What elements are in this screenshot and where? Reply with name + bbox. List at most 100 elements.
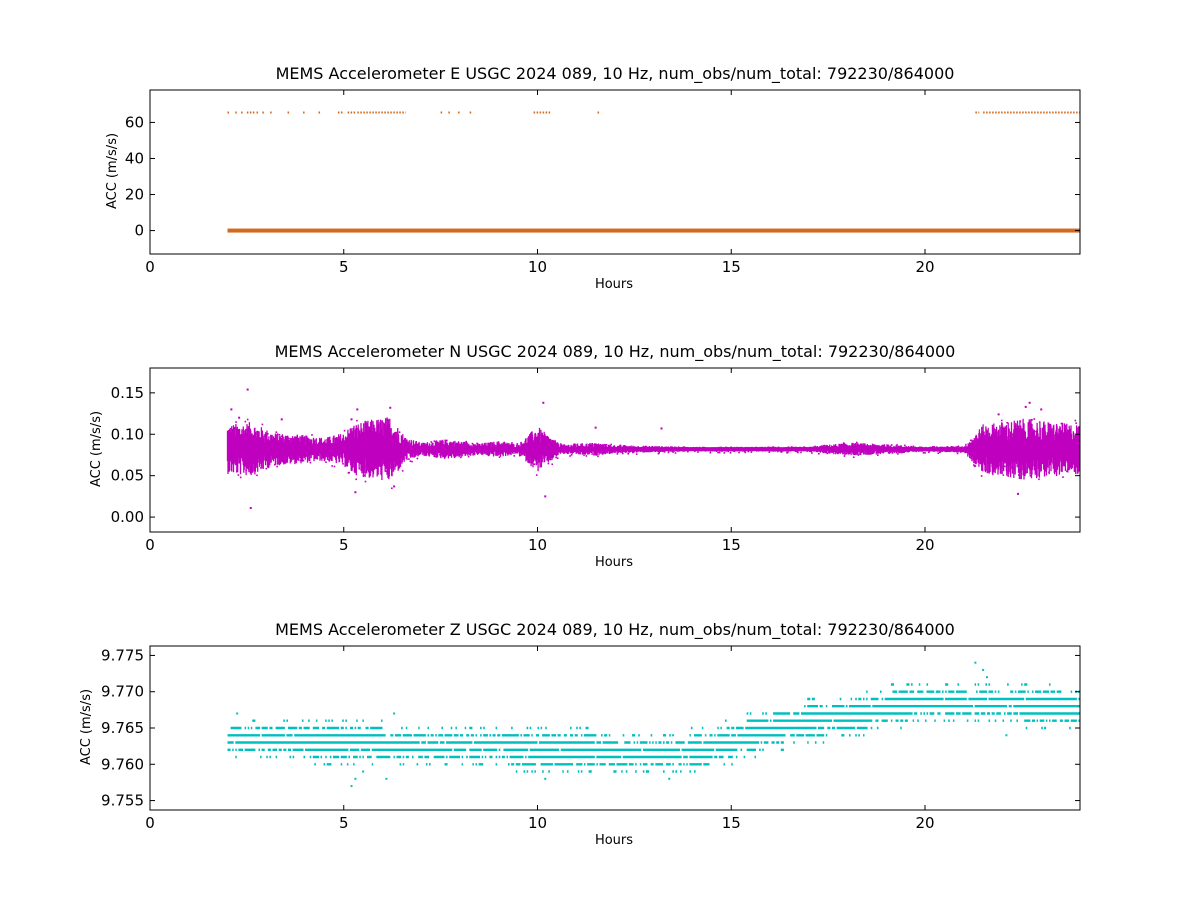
data-point [857,454,860,456]
data-point [425,445,428,447]
data-point [250,461,253,464]
data-point [438,442,440,445]
data-point [772,446,774,448]
data-point [994,430,997,433]
data-point [246,428,248,431]
data-point [245,469,247,472]
x-tick-label: 10 [528,258,547,276]
data-point [557,443,560,446]
data-point [590,447,592,450]
data-point [275,431,278,434]
data-point [744,451,747,454]
data-point [1034,430,1036,433]
data-point [690,449,693,451]
data-point [955,449,957,451]
data-point [727,450,729,453]
data-point [457,441,460,444]
data-point [605,443,608,446]
data-point [709,451,712,454]
data-point [818,452,820,455]
outlier-point [986,676,988,679]
data-point [382,439,385,441]
data-point [470,446,473,448]
data-point [928,447,931,450]
data-point [990,440,992,443]
data-point [549,458,552,461]
data-point [437,449,440,452]
data-point [518,454,521,457]
data-point [1073,464,1076,466]
data-point [810,450,812,453]
data-point [358,467,361,470]
data-point [811,449,814,452]
data-point [1038,421,1041,423]
data-point [533,463,536,465]
spike-point [249,506,252,509]
data-point [322,457,325,459]
data-point [487,454,490,457]
data-point [364,480,367,483]
data-point [928,451,930,453]
data-point [264,446,267,448]
data-point [907,448,909,450]
data-point [298,440,301,443]
x-tick-label: 5 [339,536,349,554]
data-point [497,443,499,445]
data-point [301,438,303,440]
data-point [737,447,740,449]
data-point [566,446,569,448]
x-tick-label: 20 [915,258,934,276]
panel-e-plot-area [227,111,1080,233]
data-point [252,454,254,456]
data-point [635,453,638,455]
data-point [240,452,243,454]
data-point [876,454,879,457]
data-point [316,457,319,460]
data-point [603,450,605,452]
data-point [548,458,550,461]
data-point [707,449,709,452]
data-point [1002,474,1005,476]
data-point [808,450,811,452]
data-point [442,441,444,443]
data-point [629,450,632,452]
data-point [544,442,547,445]
data-point [579,452,581,455]
data-point [1074,419,1077,422]
data-point [837,447,840,450]
data-point [856,441,858,444]
data-point [850,445,853,448]
data-point [823,444,826,447]
data-point [712,447,715,449]
data-point [1022,443,1025,446]
data-point [276,465,278,468]
data-point [246,418,249,421]
data-point [602,452,605,454]
panel-e-xlabel: Hours [595,277,633,292]
data-point [678,446,681,449]
data-point [595,452,598,455]
data-point [335,438,337,441]
data-point [1006,421,1008,424]
data-point [363,474,366,477]
data-point [948,448,950,451]
outlier-point [236,712,239,715]
data-point [896,444,898,446]
x-tick-label: 0 [145,536,155,554]
data-point [433,440,436,442]
data-point [729,452,732,454]
data-point [434,455,437,458]
data-point [632,451,634,454]
data-point [661,448,664,450]
data-point [394,435,396,437]
data-point [332,454,334,456]
data-point [615,448,618,451]
y-tick-label: 0.00 [111,508,144,526]
data-point [621,452,624,455]
data-point [460,455,463,457]
data-point [650,450,653,452]
y-tick-label: 9.770 [101,683,144,701]
data-point [504,445,507,448]
data-point [897,453,899,455]
data-point [692,448,695,451]
